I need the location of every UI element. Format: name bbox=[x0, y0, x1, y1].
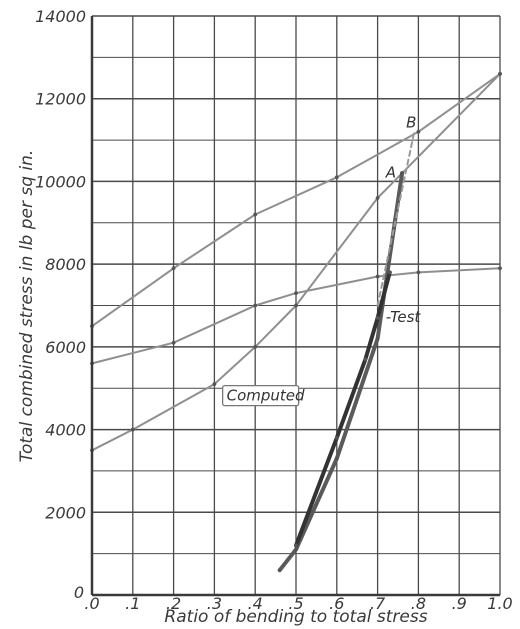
origin-label: 0 bbox=[74, 583, 84, 602]
y-tick-label: 14000 bbox=[35, 7, 86, 26]
data-point bbox=[375, 316, 380, 320]
computed-label-box bbox=[221, 384, 300, 407]
data-point bbox=[334, 175, 339, 180]
series-line-3 bbox=[91, 72, 501, 452]
series-group bbox=[90, 72, 502, 573]
data-point bbox=[253, 303, 258, 308]
x-axis-label: Ratio of bending to total stress bbox=[164, 607, 427, 627]
x-tick-label: .3 bbox=[207, 594, 222, 613]
data-point bbox=[400, 171, 404, 176]
x-tick-label: .0 bbox=[84, 594, 99, 613]
data-point bbox=[253, 344, 258, 349]
x-tick-label: .6 bbox=[329, 594, 344, 613]
data-point bbox=[294, 291, 298, 295]
data-point bbox=[277, 568, 282, 573]
data-point bbox=[375, 196, 380, 200]
annotation-a: A bbox=[385, 163, 396, 181]
data-point bbox=[416, 129, 421, 134]
grid bbox=[92, 15, 501, 595]
data-point bbox=[387, 270, 392, 275]
data-point bbox=[334, 456, 339, 461]
x-tick-label: .5 bbox=[288, 594, 303, 613]
series-line-4 bbox=[277, 171, 405, 573]
series-line-6 bbox=[376, 130, 416, 307]
x-tick-label: .1 bbox=[125, 594, 140, 613]
y-tick-label: 4000 bbox=[45, 421, 86, 440]
series-line-5 bbox=[294, 270, 392, 548]
x-tick-label: 1.0 bbox=[487, 594, 512, 613]
data-point bbox=[253, 212, 258, 217]
x-tick-label: .7 bbox=[370, 594, 386, 613]
x-tick-label: .2 bbox=[166, 594, 181, 613]
y-tick-label: 2000 bbox=[45, 503, 86, 522]
annotation-b: B bbox=[406, 114, 416, 132]
x-tick-label: .4 bbox=[248, 594, 263, 613]
data-point bbox=[294, 547, 298, 552]
data-point bbox=[294, 303, 298, 308]
axes bbox=[90, 16, 500, 597]
y-tick-label: 10000 bbox=[35, 172, 86, 191]
y-axis-label: Total combined stress in lb per sq in. bbox=[17, 150, 37, 463]
data-point bbox=[375, 336, 380, 341]
data-point bbox=[334, 435, 339, 440]
annotation-test: -Test bbox=[386, 308, 422, 326]
data-point bbox=[375, 274, 380, 279]
series-line-1 bbox=[91, 72, 501, 328]
data-point bbox=[171, 266, 176, 271]
data-point bbox=[498, 72, 502, 76]
x-tick-label: .8 bbox=[411, 594, 426, 613]
y-tick-label: 8000 bbox=[45, 255, 86, 274]
data-point bbox=[212, 382, 217, 386]
data-point bbox=[130, 427, 135, 432]
x-tick-label: .9 bbox=[452, 594, 467, 613]
data-point bbox=[416, 270, 421, 275]
annotation-computed: Computed bbox=[227, 387, 305, 405]
data-point bbox=[294, 543, 298, 548]
data-point bbox=[498, 266, 502, 271]
y-tick-label: 12000 bbox=[35, 90, 86, 109]
tick-labels: .0 .1 .2 .3 .4 .5 .6 .7 .8 .9 1.0 2000 4000 6000 8000 1… bbox=[35, 7, 513, 613]
data-point bbox=[171, 340, 176, 345]
data-point bbox=[363, 357, 368, 362]
y-tick-label: 6000 bbox=[45, 338, 86, 357]
annotations: B A -Test Computed bbox=[221, 114, 422, 407]
